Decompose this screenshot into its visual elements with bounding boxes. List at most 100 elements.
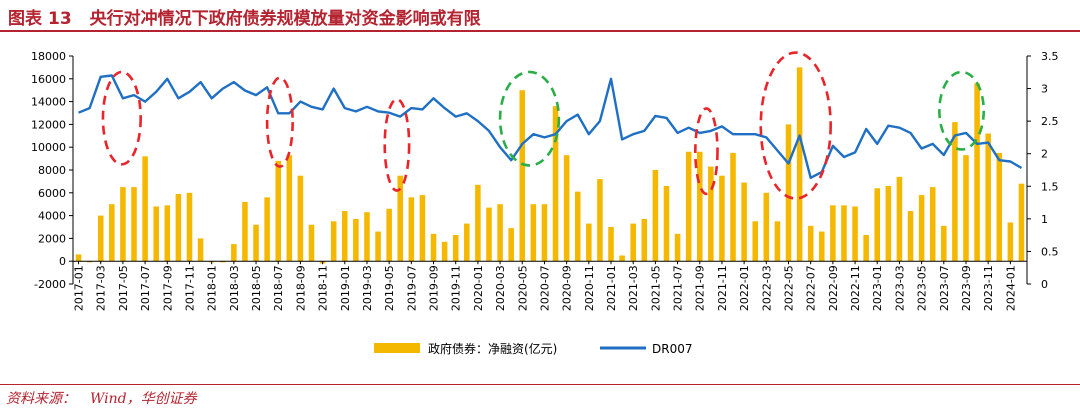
x-tick-label: 2017-05 [117,265,130,311]
x-tick-label: 2020-11 [583,265,596,311]
x-tick-label: 2017-09 [161,265,174,311]
right-tick-label: 2 [1041,148,1048,161]
bar [142,156,148,262]
right-tick-label: 1 [1041,213,1048,226]
x-tick-label: 2021-11 [716,265,729,311]
legend-label-line: DR007 [652,342,692,356]
x-tick-label: 2023-05 [916,265,929,311]
x-tick-label: 2019-03 [361,265,374,311]
bar [586,223,592,262]
bar [308,224,315,262]
bar [608,227,614,262]
right-tick-label: 2.5 [1041,115,1059,128]
bar [397,175,404,262]
x-tick-label: 2023-03 [893,265,906,311]
bar [197,238,204,262]
bar [541,204,548,262]
left-tick-label: 6000 [38,187,66,200]
bar [963,155,969,262]
source-note: 资料来源： Wind，华创证券 [6,388,197,408]
bar [663,185,670,262]
bar [696,151,703,262]
bar [109,204,115,262]
x-tick-label: 2018-07 [272,265,285,311]
bar [253,224,259,262]
x-tick-label: 2022-05 [783,265,796,311]
bar [597,179,603,262]
x-tick-label: 2023-01 [871,265,884,311]
x-tick-label: 2020-05 [516,265,529,311]
bar [86,261,93,263]
x-tick-label: 2017-11 [183,265,196,311]
x-tick-label: 2017-07 [139,265,152,311]
bar [985,133,991,262]
bar [652,170,659,262]
bar [907,211,914,262]
bar [830,205,836,262]
highlight-ellipse [694,107,719,196]
bar [430,233,437,262]
left-tick-label: 4000 [38,210,66,223]
highlight-ellipse [383,98,411,192]
bar [242,201,248,262]
bar [264,197,270,262]
bar [708,166,714,262]
highlight-ellipse [759,51,832,200]
left-tick-label: 10000 [31,141,66,154]
bar [574,191,581,262]
figure-title: 图表 13 央行对冲情况下政府债券规模放量对资金影响或有限 [8,4,481,29]
bar [342,211,348,262]
highlight-ellipse [498,70,561,167]
bar [719,175,725,262]
title-divider [0,30,1080,32]
x-tick-label: 2021-07 [672,265,685,311]
source-text: Wind，华创证券 [90,391,197,407]
x-tick-label: 2023-07 [938,265,951,311]
bar [530,204,537,262]
axis-lines [72,56,1028,284]
highlight-ellipse [938,70,986,151]
x-tick-label: 2018-11 [317,265,330,311]
bar [996,152,1003,262]
left-tick-label: 16000 [31,73,66,86]
bar [863,234,869,262]
bar [219,261,226,263]
right-tick-label: 1.5 [1041,180,1059,193]
bar [408,197,415,262]
left-tick-label: 14000 [31,96,66,109]
bar [852,206,858,262]
x-tick-label: 2022-03 [760,265,773,311]
x-tick-label: 2019-11 [450,265,463,311]
bar [519,90,526,262]
x-tick-label: 2019-09 [428,265,441,311]
bar [508,228,514,262]
x-tick-label: 2020-03 [494,265,507,311]
bar [297,175,304,262]
left-axis: -2000 0 2000 4000 6000 8000 10000 12000 14000 160… [31,50,73,291]
bar [364,212,370,262]
bar [974,83,980,262]
right-tick-label: 0.5 [1041,245,1059,258]
bar [730,152,736,262]
x-tick-label: 2022-11 [849,265,862,311]
right-tick-label: 3 [1041,83,1048,96]
x-tick-label: 2018-09 [294,265,307,311]
highlight-ellipse [265,76,294,168]
bar [164,205,171,262]
dr007-line [78,74,1023,180]
figure-label: 图表 [8,9,42,29]
x-tick-label: 2017-03 [95,265,108,311]
bar [1018,183,1025,262]
bar [741,182,747,262]
x-tick-label: 2020-07 [538,265,551,311]
bar [685,151,692,262]
bar [75,254,82,262]
bar [186,192,193,262]
x-tick-label: 2024-01 [1004,265,1017,311]
bar [497,204,503,262]
x-tick-label: 2022-01 [738,265,751,311]
bar [630,223,636,262]
x-tick-label: 2019-01 [339,265,352,311]
bar [785,124,792,262]
bar [841,205,847,262]
